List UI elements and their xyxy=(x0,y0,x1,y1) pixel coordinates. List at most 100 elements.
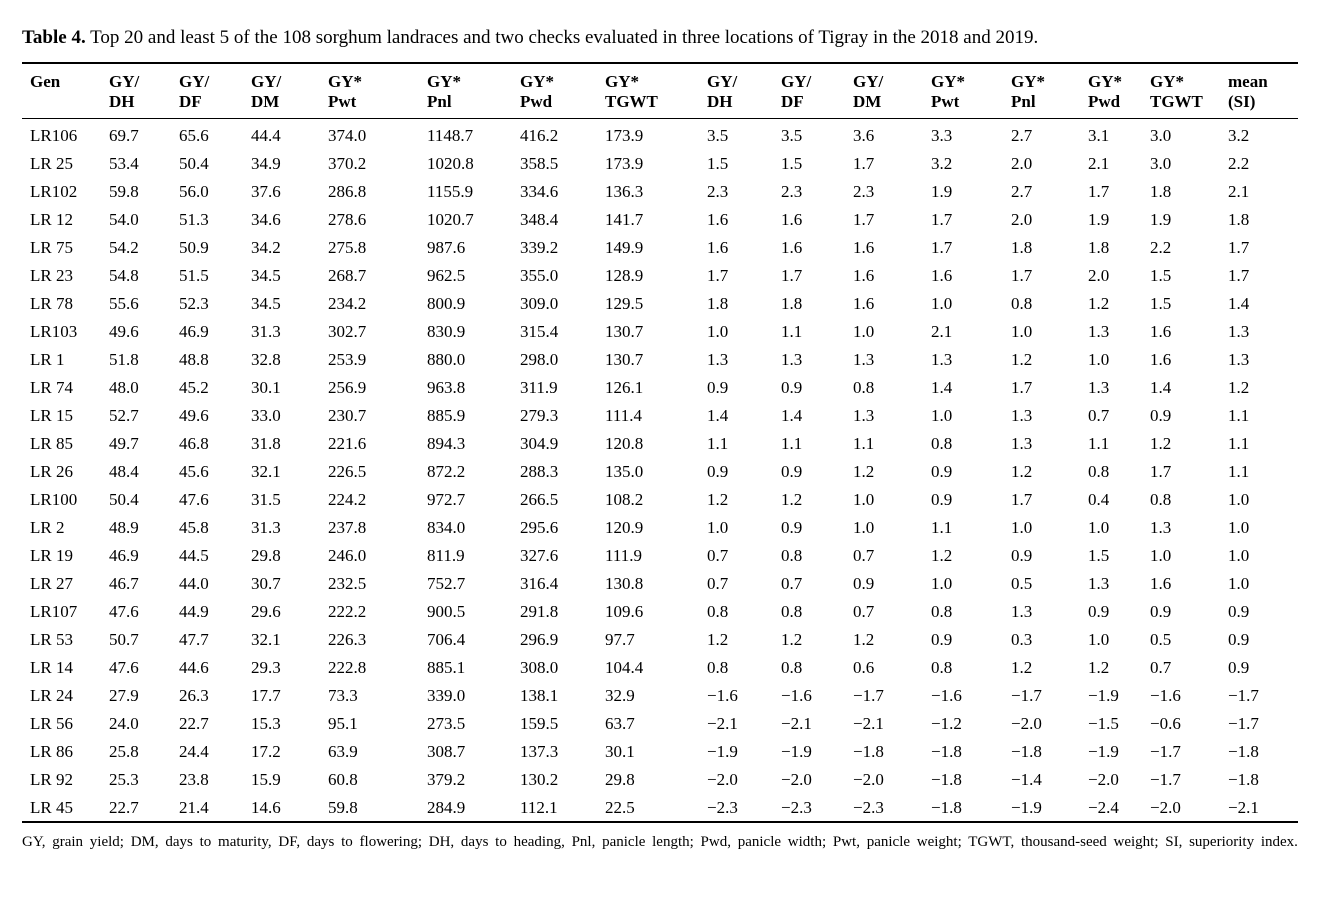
value-cell: 872.2 xyxy=(427,462,466,481)
header-rule xyxy=(22,118,1298,119)
column-header-subtitle: DM xyxy=(853,92,882,111)
value-cell: 1.0 xyxy=(1228,546,1250,565)
value-cell: 0.9 xyxy=(1088,602,1110,621)
value-cell: 63.7 xyxy=(605,714,635,733)
value-cell: 1.2 xyxy=(1150,434,1172,453)
value-cell: 0.9 xyxy=(931,490,953,509)
value-cell: 224.2 xyxy=(328,490,367,509)
value-cell: 3.5 xyxy=(707,126,729,145)
column-header: GY/ xyxy=(251,72,282,91)
value-cell: 1.6 xyxy=(707,238,729,257)
value-cell: 3.1 xyxy=(1088,126,1110,145)
value-cell: 45.8 xyxy=(179,518,209,537)
column-header: GY* xyxy=(1150,72,1184,91)
value-cell: 1.8 xyxy=(1088,238,1110,257)
value-cell: 49.7 xyxy=(109,434,139,453)
value-cell: 278.6 xyxy=(328,210,367,229)
genotype-cell: LR 85 xyxy=(30,434,73,453)
value-cell: 1.6 xyxy=(853,238,875,257)
column-header: GY/ xyxy=(781,72,812,91)
table-row: LR 56 24.0 22.7 15.3 95.1 273.5 159.5 63.7 −2.1 −… xyxy=(22,710,1298,738)
value-cell: 0.8 xyxy=(1011,294,1033,313)
column-header: GY* xyxy=(328,72,362,91)
value-cell: 108.2 xyxy=(605,490,644,509)
value-cell: 1.0 xyxy=(931,574,953,593)
value-cell: 59.8 xyxy=(328,798,358,817)
header-row-units: DH DF DM Pwt Pnl Pwd TGWT DH DF DM Pwt Pnl Pwd TGWT (S… xyxy=(22,92,1298,118)
value-cell: 1.7 xyxy=(1011,378,1033,397)
value-cell: 2.1 xyxy=(1088,154,1110,173)
value-cell: −1.9 xyxy=(1011,798,1042,817)
value-cell: 1.2 xyxy=(707,630,729,649)
value-cell: 222.8 xyxy=(328,658,367,677)
column-header: GY/ xyxy=(109,72,140,91)
value-cell: 2.1 xyxy=(1228,182,1250,201)
column-header-subtitle: Pwd xyxy=(520,92,553,111)
value-cell: 34.5 xyxy=(251,294,281,313)
value-cell: 0.7 xyxy=(707,546,729,565)
value-cell: 339.0 xyxy=(427,686,466,705)
value-cell: 1.2 xyxy=(931,546,953,565)
genotype-cell: LR 74 xyxy=(30,378,73,397)
value-cell: 339.2 xyxy=(520,238,559,257)
value-cell: 141.7 xyxy=(605,210,644,229)
value-cell: 1.2 xyxy=(1011,462,1033,481)
value-cell: 1.6 xyxy=(1150,322,1172,341)
value-cell: 706.4 xyxy=(427,630,466,649)
value-cell: −2.3 xyxy=(781,798,812,817)
column-header-subtitle: Pnl xyxy=(1011,92,1036,111)
value-cell: 1.5 xyxy=(1150,294,1172,313)
value-cell: 137.3 xyxy=(520,742,559,761)
value-cell: 1.1 xyxy=(1088,434,1110,453)
value-cell: 1.1 xyxy=(1228,406,1250,425)
genotype-cell: LR 53 xyxy=(30,630,73,649)
table-row: LR 86 25.8 24.4 17.2 63.9 308.7 137.3 30.1 −1.9 −… xyxy=(22,738,1298,766)
value-cell: 0.7 xyxy=(707,574,729,593)
value-cell: 0.7 xyxy=(853,546,875,565)
value-cell: −1.7 xyxy=(853,686,884,705)
value-cell: 30.1 xyxy=(251,378,281,397)
value-cell: 1.0 xyxy=(931,294,953,313)
value-cell: 1.3 xyxy=(1011,602,1033,621)
value-cell: 1.5 xyxy=(1088,546,1110,565)
column-header-subtitle: Pwd xyxy=(1088,92,1121,111)
value-cell: 130.7 xyxy=(605,350,644,369)
value-cell: −1.6 xyxy=(1150,686,1181,705)
value-cell: 226.3 xyxy=(328,630,367,649)
table-row: LR 75 54.2 50.9 34.2 275.8 987.6 339.2 149.9 1.6… xyxy=(22,234,1298,262)
value-cell: 2.3 xyxy=(781,182,803,201)
value-cell: 126.1 xyxy=(605,378,644,397)
value-cell: 59.8 xyxy=(109,182,139,201)
value-cell: 1.7 xyxy=(1150,462,1172,481)
value-cell: 2.7 xyxy=(1011,182,1033,201)
value-cell: 48.8 xyxy=(179,350,209,369)
value-cell: −1.4 xyxy=(1011,770,1042,789)
value-cell: 55.6 xyxy=(109,294,139,313)
value-cell: 26.3 xyxy=(179,686,209,705)
value-cell: 0.8 xyxy=(707,602,729,621)
value-cell: 50.4 xyxy=(109,490,139,509)
value-cell: 48.0 xyxy=(109,378,139,397)
table-row: LR 85 49.7 46.8 31.8 221.6 894.3 304.9 120.8 1.1… xyxy=(22,430,1298,458)
value-cell: 273.5 xyxy=(427,714,466,733)
value-cell: 1.8 xyxy=(707,294,729,313)
column-header-subtitle: Pwt xyxy=(931,92,960,111)
genotype-cell: LR 1 xyxy=(30,350,65,369)
value-cell: 2.3 xyxy=(853,182,875,201)
value-cell: 129.5 xyxy=(605,294,644,313)
value-cell: 37.6 xyxy=(251,182,281,201)
value-cell: 111.4 xyxy=(605,406,642,425)
value-cell: 1.0 xyxy=(1228,518,1250,537)
value-cell: 1.2 xyxy=(781,630,803,649)
value-cell: 136.3 xyxy=(605,182,644,201)
value-cell: 1.7 xyxy=(931,238,953,257)
genotype-cell: LR 56 xyxy=(30,714,73,733)
value-cell: −2.0 xyxy=(781,770,812,789)
value-cell: −1.8 xyxy=(1228,742,1259,761)
value-cell: 1.2 xyxy=(707,490,729,509)
value-cell: 316.4 xyxy=(520,574,559,593)
value-cell: 1.0 xyxy=(1088,518,1110,537)
table-row: LR 53 50.7 47.7 32.1 226.3 706.4 296.9 97.7 1.2 1… xyxy=(22,626,1298,654)
value-cell: 972.7 xyxy=(427,490,466,509)
value-cell: 1.2 xyxy=(1088,658,1110,677)
